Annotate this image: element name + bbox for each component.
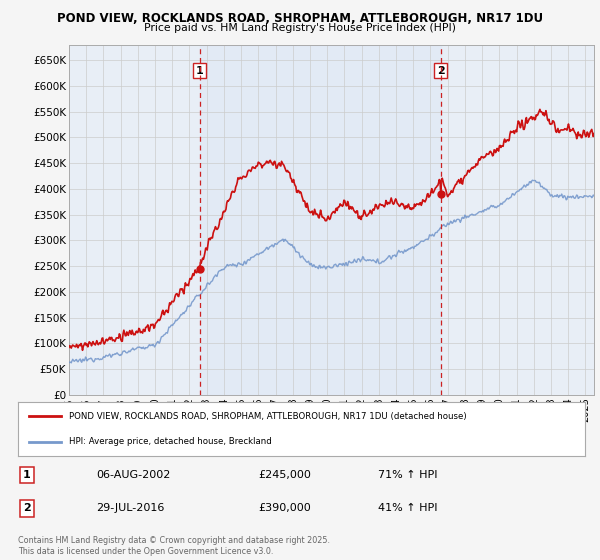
Text: 2: 2 (437, 66, 445, 76)
Text: 1: 1 (23, 470, 31, 480)
Bar (200, 45, 441, 395)
Text: HPI: Average price, detached house, Breckland: HPI: Average price, detached house, Brec… (69, 437, 272, 446)
Text: 29-JUL-2016: 29-JUL-2016 (96, 503, 164, 514)
Text: POND VIEW, ROCKLANDS ROAD, SHROPHAM, ATTLEBOROUGH, NR17 1DU: POND VIEW, ROCKLANDS ROAD, SHROPHAM, ATT… (57, 12, 543, 25)
Text: 1: 1 (196, 66, 203, 76)
Text: POND VIEW, ROCKLANDS ROAD, SHROPHAM, ATTLEBOROUGH, NR17 1DU (detached house): POND VIEW, ROCKLANDS ROAD, SHROPHAM, ATT… (69, 412, 467, 421)
Text: 2: 2 (23, 503, 31, 514)
Text: £390,000: £390,000 (258, 503, 311, 514)
Text: Price paid vs. HM Land Registry's House Price Index (HPI): Price paid vs. HM Land Registry's House … (144, 23, 456, 33)
Text: 71% ↑ HPI: 71% ↑ HPI (378, 470, 437, 480)
Text: Contains HM Land Registry data © Crown copyright and database right 2025.
This d: Contains HM Land Registry data © Crown c… (18, 536, 330, 556)
Text: £245,000: £245,000 (258, 470, 311, 480)
Text: 41% ↑ HPI: 41% ↑ HPI (378, 503, 437, 514)
Text: 06-AUG-2002: 06-AUG-2002 (96, 470, 170, 480)
